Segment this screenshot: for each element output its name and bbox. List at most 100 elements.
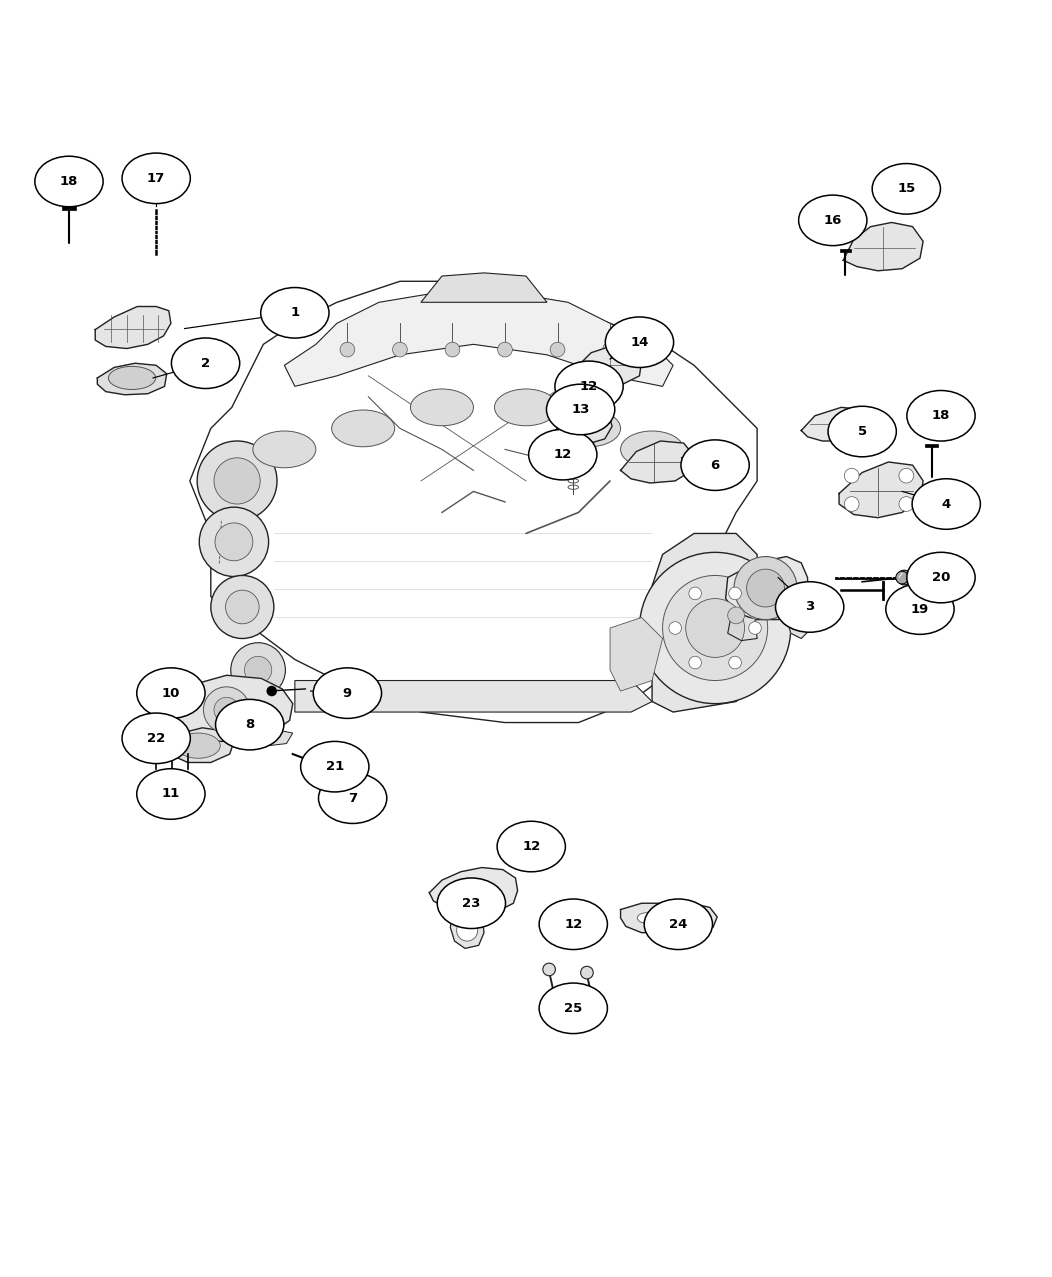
Ellipse shape [331, 410, 394, 447]
Circle shape [319, 760, 333, 774]
Circle shape [244, 656, 271, 683]
Ellipse shape [907, 391, 975, 441]
Circle shape [897, 571, 912, 585]
Circle shape [225, 590, 259, 623]
Circle shape [581, 967, 593, 979]
Circle shape [203, 687, 249, 733]
Text: 21: 21 [326, 760, 344, 773]
Circle shape [747, 570, 785, 607]
Polygon shape [429, 867, 518, 914]
Ellipse shape [554, 361, 623, 411]
Text: 16: 16 [824, 213, 842, 227]
Polygon shape [576, 346, 642, 384]
Text: 1: 1 [290, 306, 300, 319]
Ellipse shape [872, 163, 940, 215]
Polygon shape [96, 306, 170, 349]
Polygon shape [139, 720, 163, 739]
Polygon shape [610, 618, 663, 691]
Polygon shape [450, 912, 484, 949]
Ellipse shape [662, 913, 681, 923]
Ellipse shape [605, 317, 673, 368]
Circle shape [689, 656, 702, 669]
Circle shape [845, 469, 859, 483]
Polygon shape [189, 281, 757, 723]
Text: 18: 18 [60, 175, 78, 188]
Circle shape [669, 622, 682, 635]
Text: 12: 12 [580, 379, 599, 393]
Ellipse shape [301, 742, 369, 792]
Circle shape [230, 642, 285, 697]
Polygon shape [621, 441, 694, 483]
Text: 2: 2 [201, 356, 210, 370]
Text: 17: 17 [147, 172, 165, 185]
Ellipse shape [886, 584, 954, 635]
Circle shape [686, 599, 745, 658]
Polygon shape [652, 534, 757, 713]
Text: 23: 23 [462, 896, 481, 909]
Circle shape [214, 697, 239, 723]
Ellipse shape [108, 366, 156, 389]
Ellipse shape [494, 389, 558, 425]
Polygon shape [621, 903, 717, 932]
Ellipse shape [539, 899, 607, 950]
Circle shape [498, 342, 512, 358]
Circle shape [199, 507, 268, 576]
Ellipse shape [137, 668, 205, 719]
Ellipse shape [621, 432, 684, 467]
Ellipse shape [410, 389, 473, 425]
Circle shape [543, 963, 555, 976]
Ellipse shape [638, 913, 656, 923]
Polygon shape [160, 676, 292, 742]
Text: 15: 15 [897, 183, 915, 195]
Ellipse shape [438, 879, 506, 928]
Ellipse shape [216, 700, 284, 750]
Ellipse shape [907, 552, 975, 603]
Polygon shape [787, 618, 810, 638]
Text: 13: 13 [571, 404, 590, 416]
Text: 8: 8 [245, 718, 255, 732]
Ellipse shape [35, 156, 103, 207]
Ellipse shape [644, 899, 712, 950]
Circle shape [266, 686, 277, 696]
Circle shape [729, 656, 742, 669]
Text: 24: 24 [669, 918, 688, 931]
Circle shape [392, 342, 407, 358]
Circle shape [896, 571, 909, 584]
Polygon shape [295, 681, 652, 713]
Ellipse shape [313, 668, 382, 719]
Text: 22: 22 [147, 732, 165, 744]
Text: 12: 12 [553, 448, 572, 461]
Polygon shape [555, 407, 612, 444]
Text: 12: 12 [564, 918, 583, 931]
Ellipse shape [798, 195, 867, 245]
Ellipse shape [319, 773, 387, 824]
Circle shape [728, 607, 745, 623]
Circle shape [729, 587, 742, 600]
Circle shape [786, 607, 803, 623]
Ellipse shape [261, 287, 329, 338]
Circle shape [340, 764, 355, 778]
Text: 14: 14 [630, 336, 649, 349]
Text: 20: 20 [932, 571, 950, 584]
Text: 25: 25 [564, 1002, 583, 1015]
Text: 5: 5 [857, 425, 867, 438]
Polygon shape [62, 206, 77, 209]
Text: 6: 6 [710, 458, 720, 471]
Polygon shape [839, 462, 924, 517]
Ellipse shape [122, 713, 190, 764]
Polygon shape [802, 407, 871, 441]
Circle shape [550, 342, 565, 358]
Ellipse shape [456, 881, 495, 900]
Ellipse shape [498, 821, 565, 872]
Ellipse shape [687, 913, 706, 923]
Circle shape [215, 524, 252, 561]
Polygon shape [421, 273, 547, 303]
Polygon shape [925, 443, 937, 447]
Circle shape [214, 457, 260, 504]
Text: 10: 10 [162, 687, 180, 700]
Text: 12: 12 [522, 840, 541, 853]
Text: 7: 7 [348, 792, 358, 805]
Polygon shape [166, 728, 234, 762]
Circle shape [899, 469, 914, 483]
Polygon shape [728, 618, 757, 641]
